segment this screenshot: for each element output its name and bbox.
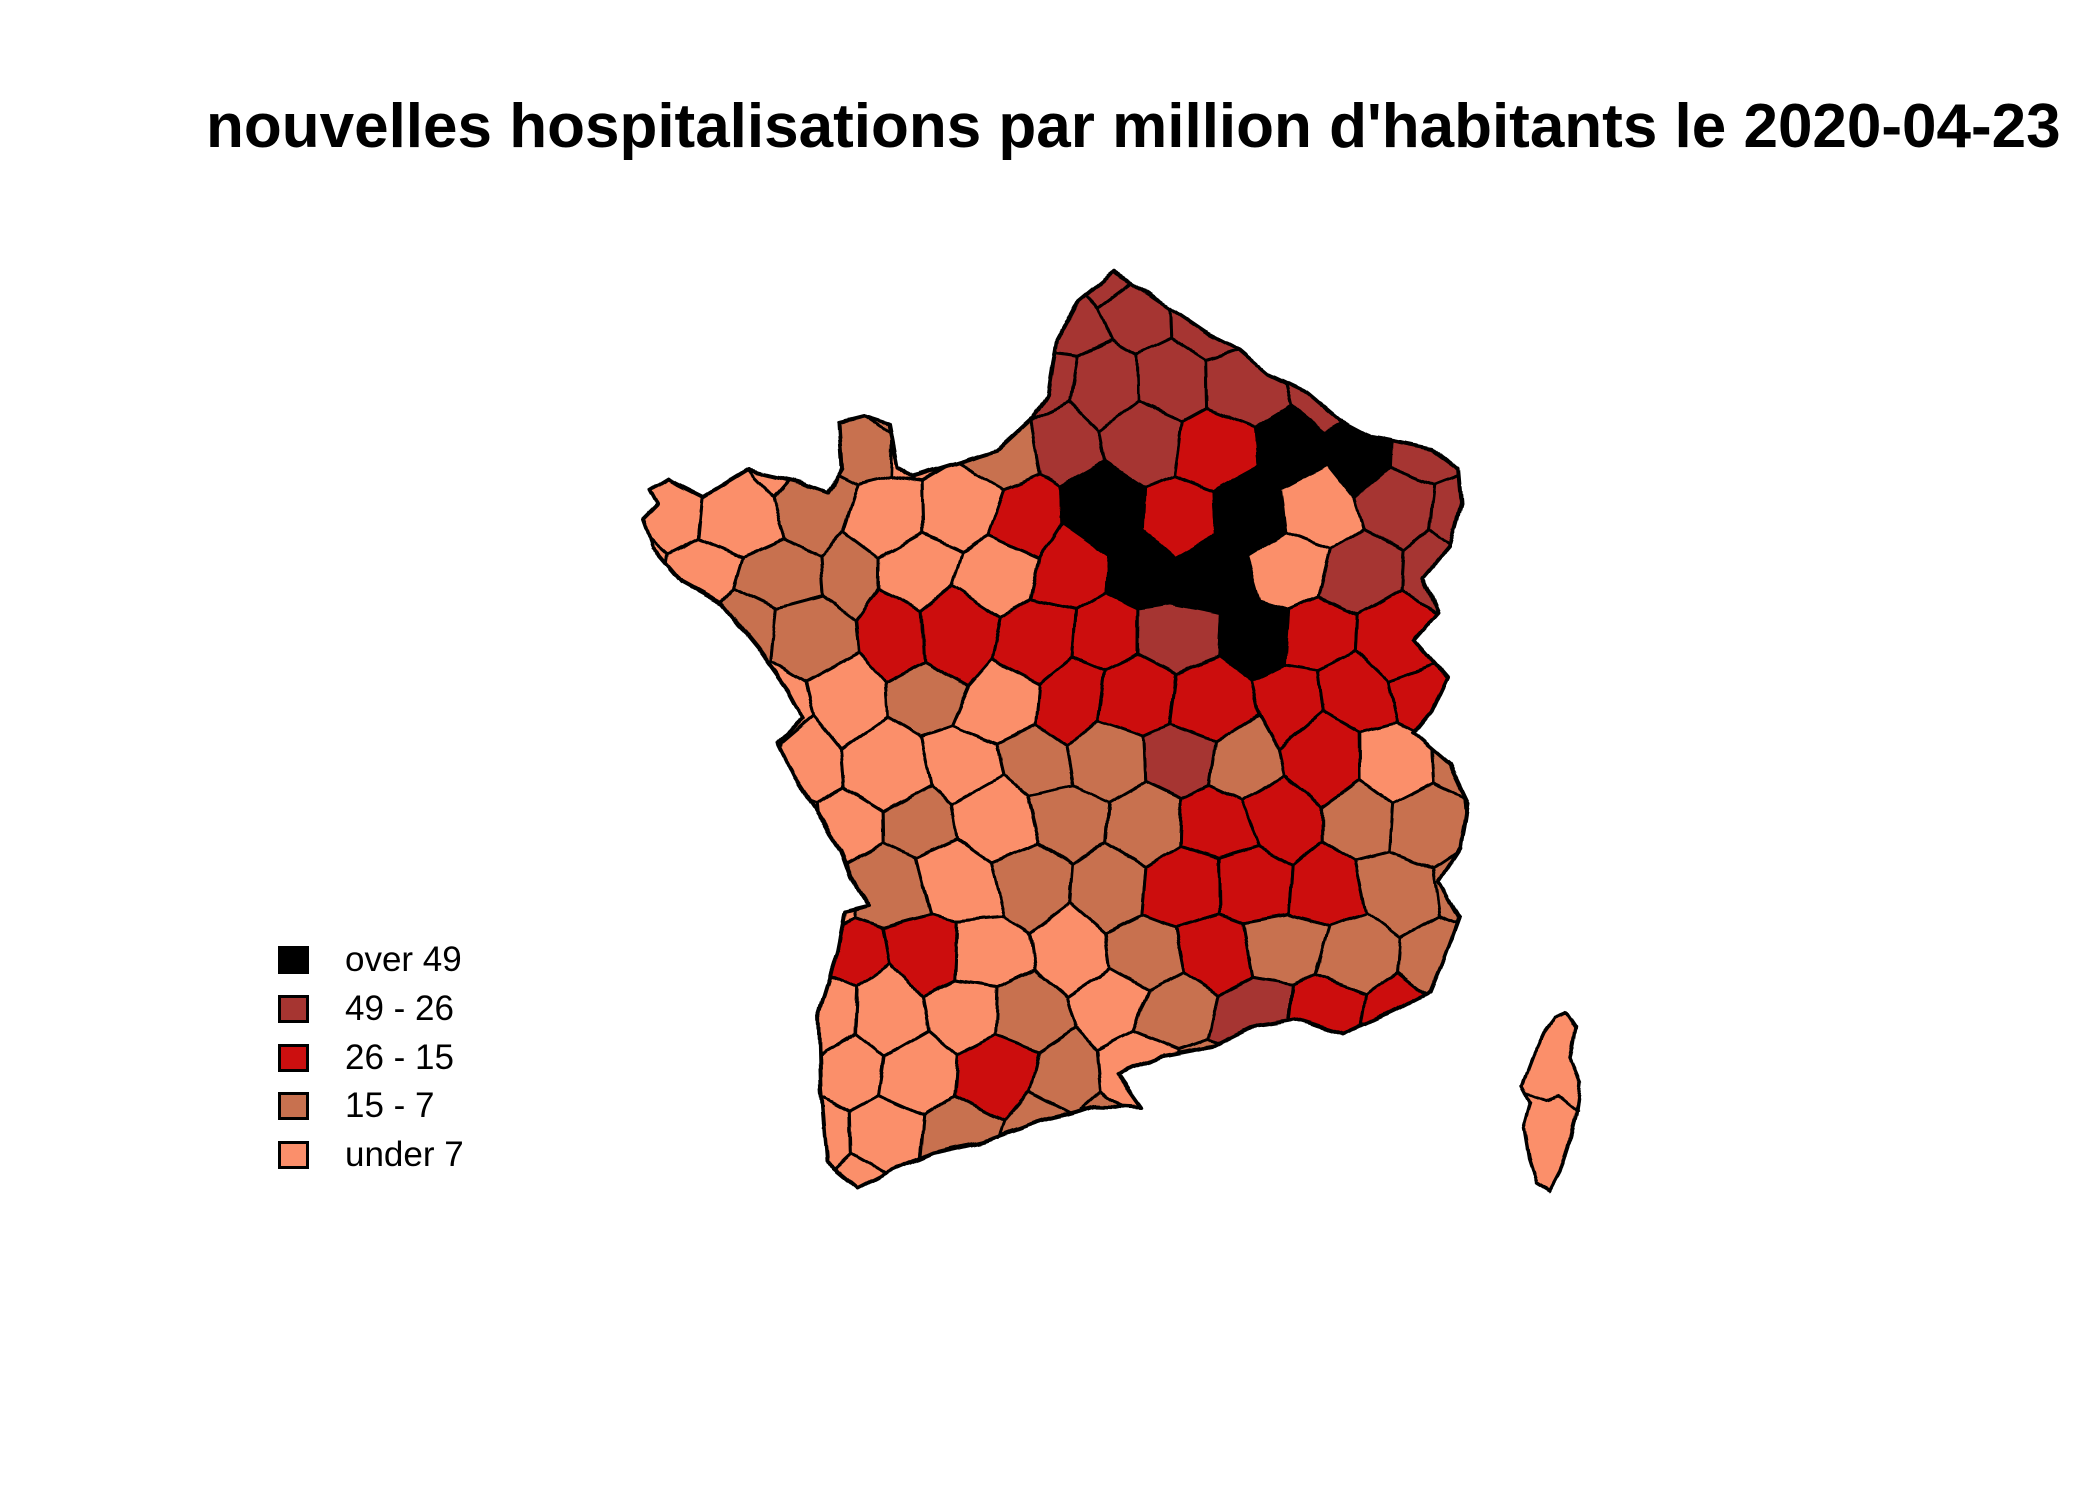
legend-label: 15 - 7: [345, 1086, 435, 1126]
legend-row: over 49: [278, 936, 464, 985]
legend-label: 49 - 26: [345, 989, 454, 1029]
legend-swatch-26-15: [278, 1043, 309, 1072]
legend-label: under 7: [345, 1135, 464, 1175]
legend-row: 15 - 7: [278, 1082, 464, 1131]
legend-swatch-under-7: [278, 1141, 309, 1170]
legend-row: 49 - 26: [278, 985, 464, 1034]
chart-title: nouvelles hospitalisations par million d…: [206, 92, 2061, 161]
legend-row: under 7: [278, 1131, 464, 1180]
legend-swatch-15-7: [278, 1092, 309, 1121]
legend-label: over 49: [345, 940, 462, 980]
legend-swatch-over-49: [278, 946, 309, 975]
legend-swatch-49-26: [278, 995, 309, 1024]
legend-row: 26 - 15: [278, 1033, 464, 1082]
map-legend: over 49 49 - 26 26 - 15 15 - 7 under 7: [278, 936, 464, 1179]
legend-label: 26 - 15: [345, 1037, 454, 1077]
